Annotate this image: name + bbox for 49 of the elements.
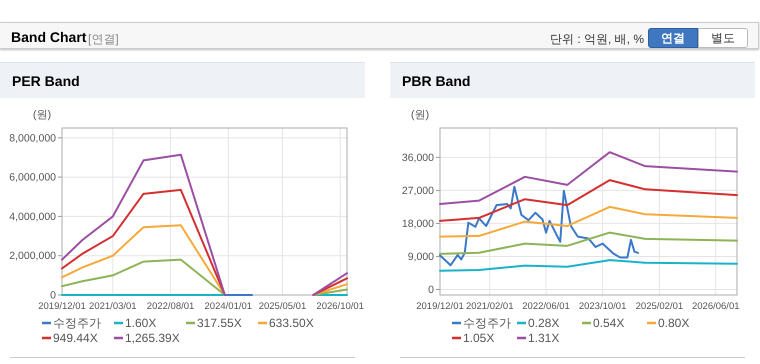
legend-label: 0.54X [593, 316, 624, 330]
y-tick-label: 36,000 [402, 152, 434, 164]
text: 단위 : 억원, 배, % [550, 31, 644, 48]
x-tick-label: 2019/12/01 [416, 301, 464, 312]
x-tick-label: 2022/06/01 [522, 301, 570, 312]
y-tick-label: 4,000,000 [9, 210, 56, 223]
x-tick-label: 2023/10/01 [578, 301, 626, 312]
x-tick-label: 2021/03/01 [89, 301, 137, 312]
x-tick-label: 2022/08/01 [146, 301, 194, 312]
y-tick-label: 27,000 [402, 184, 434, 197]
x-tick-label: 2025/05/01 [258, 301, 306, 312]
x-tick-label: 2026/10/01 [316, 301, 364, 312]
y-tick-label: 8,000,000 [9, 132, 56, 144]
text: 별도 [698, 28, 748, 48]
x-tick-label: 2025/02/01 [636, 301, 684, 312]
x-tick-label: 2026/06/01 [692, 301, 740, 312]
legend-label: 수정주가 [463, 316, 511, 330]
chart-title: PBR Band [390, 62, 755, 98]
y-tick-label: 9,000 [408, 250, 434, 263]
legend-label: 1.31X [528, 331, 560, 345]
text: Band Chart [11, 29, 86, 45]
y-tick-label: 18,000 [402, 218, 434, 230]
legend-label: 1,265.39X [125, 331, 180, 345]
y-tick-label: 2,000,000 [9, 250, 56, 262]
y-axis-title: (원) [410, 109, 430, 121]
line-series [439, 151, 738, 205]
legend-label: 1.60X [125, 316, 156, 330]
line-series [439, 179, 738, 222]
chart-title: PER Band [0, 62, 365, 98]
x-tick-label: 2019/12/01 [38, 301, 86, 312]
line-series [439, 186, 640, 266]
text: [연결] [88, 31, 119, 48]
line-series [439, 232, 738, 255]
legend-label: 317.55X [197, 316, 242, 330]
y-axis-title: (원) [32, 109, 52, 121]
y-tick-label: 0 [428, 284, 434, 296]
legend-label: 수정주가 [53, 316, 101, 330]
legend-label: 949.44X [53, 331, 98, 345]
legend-label: 0.80X [658, 316, 690, 330]
line-series [439, 259, 738, 272]
x-tick-label: 2021/02/01 [466, 301, 514, 312]
y-tick-label: 0 [50, 290, 56, 302]
legend-label: 0.28X [528, 316, 560, 330]
legend-label: 633.50X [269, 316, 314, 330]
line-series [439, 206, 738, 238]
legend-label: 1.05X [463, 331, 494, 345]
text: 연결 [648, 28, 698, 48]
y-tick-label: 6,000,000 [9, 172, 56, 184]
x-tick-label: 2024/01/01 [204, 301, 252, 312]
